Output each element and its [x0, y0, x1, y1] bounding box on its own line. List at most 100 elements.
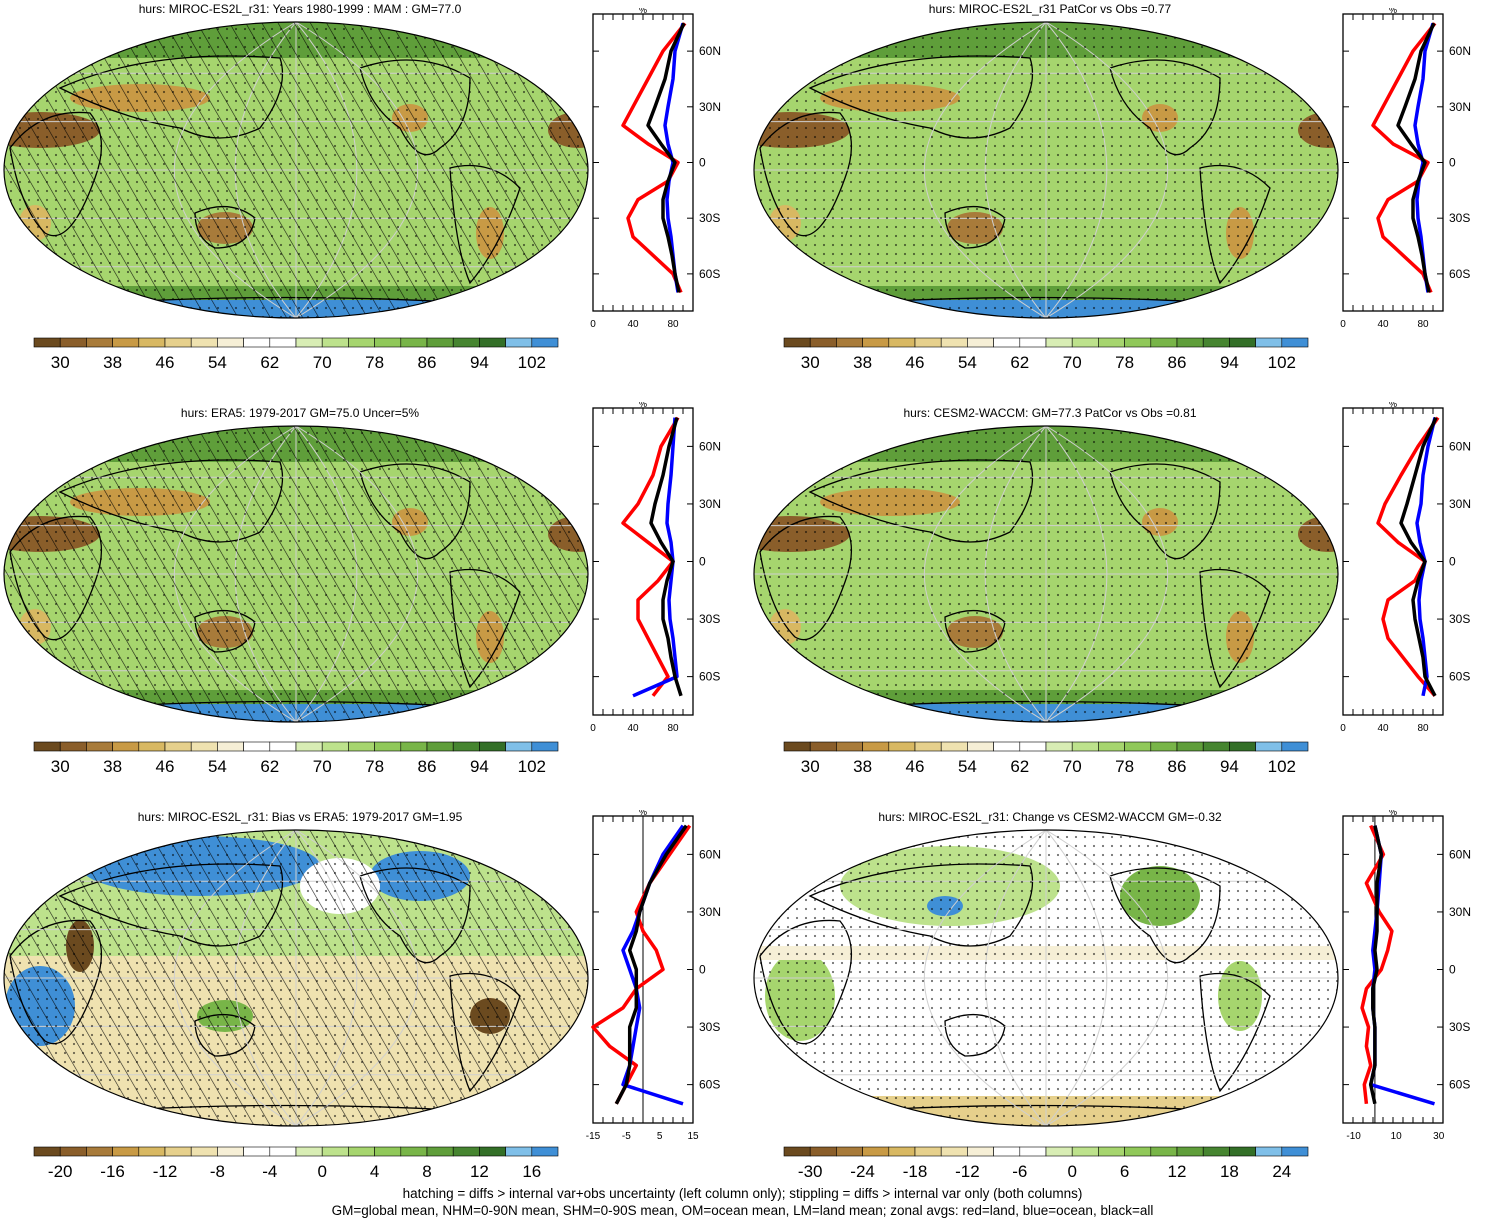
zonal-lat-label: 30N — [699, 497, 721, 511]
zonal-lat-label: 60N — [1449, 847, 1471, 861]
colorbar-label: 24 — [1272, 1162, 1291, 1181]
colorbar-label: 70 — [1063, 353, 1082, 372]
colorbar-label: 0 — [1067, 1162, 1076, 1181]
colorbar-swatch — [1229, 741, 1256, 752]
colorbar-swatch — [1229, 1146, 1256, 1157]
zonal-x-tick-label: 80 — [667, 319, 679, 330]
colorbar-label: -6 — [1012, 1162, 1027, 1181]
colorbar-swatch — [862, 741, 890, 752]
colorbar-swatch — [1045, 337, 1073, 348]
colorbar-swatch — [1019, 337, 1047, 348]
zonal-series-line — [614, 824, 688, 1105]
zonal-unit-label: % — [1389, 402, 1397, 409]
colorbar-swatch — [164, 1146, 192, 1157]
colorbar-swatch — [217, 1146, 244, 1157]
colorbar-swatch — [1150, 741, 1178, 752]
colorbar-swatch — [862, 1146, 890, 1157]
colorbar-label: 86 — [1168, 757, 1187, 776]
colorbar-swatch — [112, 741, 140, 752]
colorbar-label: 78 — [365, 353, 384, 372]
colorbar-label: 46 — [906, 757, 925, 776]
zonal-lat-label: 30N — [699, 905, 721, 919]
colorbar-swatch — [1124, 741, 1152, 752]
map-panel-6 — [753, 829, 1339, 1127]
zonal-series-line — [1376, 416, 1440, 697]
hatching-overlay — [4, 426, 588, 722]
colorbar-label: -12 — [153, 1162, 178, 1181]
colorbar-swatch — [1071, 1146, 1099, 1157]
zonal-x-tick-label: 0 — [1340, 319, 1346, 330]
map-panel-3 — [3, 425, 589, 723]
colorbar-swatch — [993, 1146, 1021, 1157]
colorbar-swatch — [1255, 1146, 1283, 1157]
colorbar-swatch — [269, 1146, 297, 1157]
colorbar-swatch — [1071, 337, 1099, 348]
colorbar-swatch — [993, 337, 1021, 348]
colorbar-5: -20-16-12-8-4048121620 — [33, 1146, 559, 1181]
zonal-lat-label: 0 — [699, 156, 706, 170]
colorbar-swatch — [1176, 741, 1204, 752]
colorbar-swatch — [531, 741, 559, 752]
colorbar-swatch — [112, 337, 140, 348]
colorbar-swatch — [86, 741, 113, 752]
colorbar-swatch — [452, 741, 480, 752]
colorbar-swatch — [1071, 741, 1099, 752]
colorbar-swatch — [531, 1146, 559, 1157]
colorbar-swatch — [993, 741, 1021, 752]
colorbar-swatch — [940, 1146, 968, 1157]
map-panel-1 — [3, 21, 589, 319]
colorbar-label: 38 — [853, 757, 872, 776]
zonal-unit-label: % — [639, 402, 647, 409]
zonal-plot-4: % 60N 30N 0 30S 60S 0 40 80 — [1340, 402, 1471, 734]
colorbar-swatch — [243, 1146, 271, 1157]
panel-title-4: hurs: CESM2-WACCM: GM=77.3 PatCor vs Obs… — [903, 406, 1197, 420]
colorbar-swatch — [836, 337, 863, 348]
colorbar-swatch — [836, 1146, 863, 1157]
colorbar-label: 94 — [470, 757, 489, 776]
colorbar-label: 30 — [801, 757, 820, 776]
map-panel-5 — [3, 829, 589, 1127]
colorbar-label: 38 — [853, 353, 872, 372]
zonal-lat-label: 60N — [1449, 439, 1471, 453]
colorbar-swatch — [1281, 741, 1309, 752]
zonal-lat-label: 0 — [699, 963, 706, 977]
colorbar-swatch — [1281, 1146, 1309, 1157]
colorbar-swatch — [138, 337, 166, 348]
colorbar-label: 54 — [208, 353, 227, 372]
colorbar-label: 4 — [370, 1162, 379, 1181]
colorbar-swatch — [505, 1146, 533, 1157]
colorbar-swatch — [86, 337, 113, 348]
zonal-plot-3: % 60N 30N 0 30S 60S 0 40 80 — [590, 402, 721, 734]
colorbar-label: 86 — [418, 757, 437, 776]
zonal-unit-label: % — [1389, 8, 1397, 15]
zonal-lat-label: 30S — [699, 1020, 720, 1034]
colorbar-swatch — [112, 1146, 140, 1157]
colorbar-label: 54 — [958, 757, 977, 776]
colorbar-swatch — [888, 1146, 916, 1157]
zonal-x-tick-label: 30 — [1433, 1131, 1445, 1142]
colorbar-swatch — [967, 741, 994, 752]
zonal-unit-label: % — [639, 8, 647, 15]
zonal-series-line — [646, 22, 686, 293]
colorbar-swatch — [400, 741, 428, 752]
colorbar-swatch — [33, 741, 61, 752]
colorbar-label: 62 — [1010, 353, 1029, 372]
colorbar-swatch — [1150, 1146, 1178, 1157]
colorbar-label: 12 — [1168, 1162, 1187, 1181]
colorbar-label: 70 — [1063, 757, 1082, 776]
stippling-overlay — [754, 830, 1338, 1126]
colorbar-label: 94 — [1220, 757, 1239, 776]
footer-note-hatching: hatching = diffs > internal var+obs unce… — [402, 1186, 1083, 1201]
colorbar-label: -8 — [210, 1162, 225, 1181]
colorbar-label: 46 — [156, 353, 175, 372]
colorbar-swatch — [243, 741, 271, 752]
colorbar-swatch — [321, 337, 349, 348]
colorbar-swatch — [1229, 337, 1256, 348]
zonal-lat-label: 60N — [699, 439, 721, 453]
map-border — [753, 21, 1339, 319]
colorbar-swatch — [914, 1146, 942, 1157]
map-border — [753, 425, 1339, 723]
zonal-x-tick-label: 80 — [1417, 319, 1429, 330]
colorbar-2: 303846546270788694102110 — [783, 337, 1309, 372]
colorbar-label: 16 — [522, 1162, 541, 1181]
